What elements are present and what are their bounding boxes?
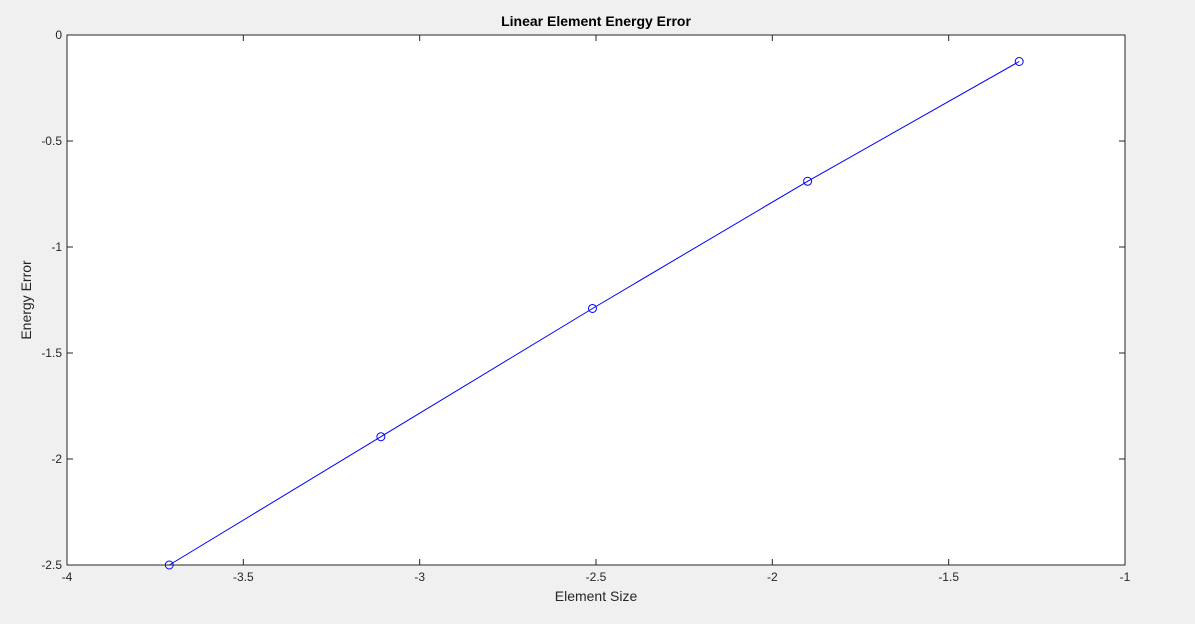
data-point-marker <box>1014 57 1024 66</box>
y-tick-label: -1.5 <box>41 346 62 360</box>
x-tick-label: -3 <box>414 570 425 584</box>
chart-title: Linear Element Energy Error <box>501 13 691 29</box>
x-tick-label: -2 <box>767 570 778 584</box>
x-tick-label: -2.5 <box>586 570 607 584</box>
series-line <box>169 61 1020 566</box>
y-tick-label: -0.5 <box>41 134 62 148</box>
plot-frame <box>66 34 1126 566</box>
y-axis-title: Energy Error <box>18 260 34 340</box>
data-point-marker <box>587 303 597 313</box>
y-tick-label: -2 <box>51 452 62 466</box>
x-tick-label: -3.5 <box>233 570 254 584</box>
x-axis-title: Element Size <box>555 588 638 604</box>
x-tick-label: -1 <box>1120 570 1131 584</box>
tick-labels: -4 -3.5 -3 -2.5 -2 -1.5 -1 0 -0.5 -1 -1.5 -2 -2.5 <box>41 28 1130 584</box>
y-tick-label: 0 <box>55 28 62 42</box>
x-tick-label: -4 <box>62 570 73 584</box>
series-layer <box>164 57 1024 570</box>
data-point-marker <box>376 432 386 442</box>
y-tick-label: -1 <box>51 240 62 254</box>
data-point-marker <box>803 176 813 186</box>
plot-area <box>67 35 1125 565</box>
y-tick-label: -2.5 <box>41 558 62 572</box>
x-tick-label: -1.5 <box>938 570 959 584</box>
